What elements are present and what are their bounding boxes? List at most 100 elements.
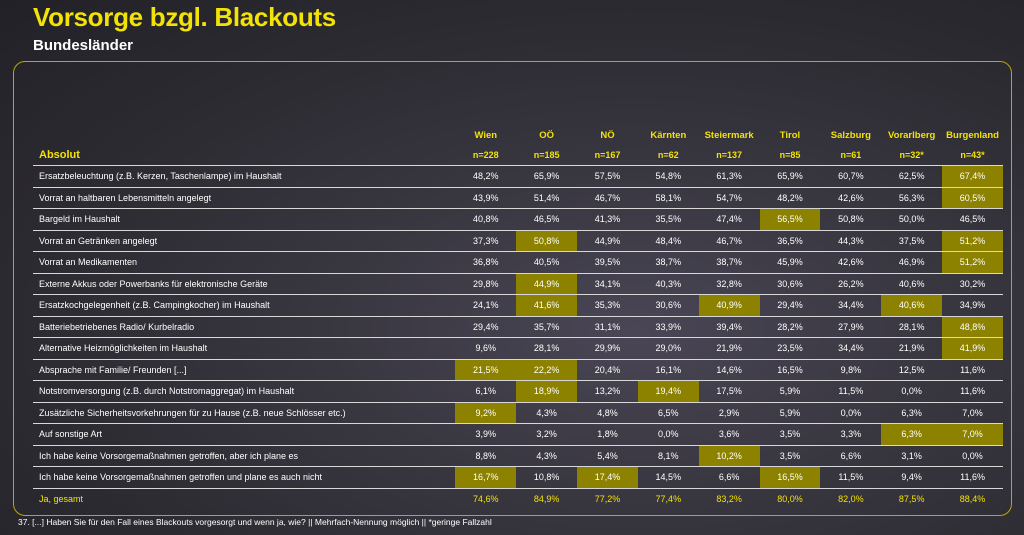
value-cell: 46,9% <box>881 251 943 274</box>
results-table: Wien OÖ NÖ Kärnten Steiermark Tirol Salz… <box>33 125 1003 509</box>
row-label: Externe Akkus oder Powerbanks für elektr… <box>33 273 456 295</box>
table-row: Absprache mit Familie/ Freunden [...] 21,… <box>33 359 1003 381</box>
value-cell: 11,6% <box>942 359 1003 381</box>
value-cell: 58,1% <box>637 187 699 209</box>
value-cell: 11,5% <box>820 380 882 403</box>
value-cell: 6,6% <box>698 466 760 489</box>
value-cell: 54,8% <box>637 165 699 188</box>
page-subtitle: Bundesländer <box>33 37 134 54</box>
value-cell: 3,1% <box>881 445 943 467</box>
value-cell: 3,5% <box>759 445 821 467</box>
value-cell: 6,1% <box>455 380 517 403</box>
value-cell: 8,8% <box>455 445 517 467</box>
sample-size-cell: n=167 <box>577 145 638 166</box>
sample-size-cell: n=228 <box>455 145 517 166</box>
row-label: Bargeld im Haushalt <box>33 208 456 231</box>
row-label: Ich habe keine Vorsorgemaßnahmen getroff… <box>33 445 456 467</box>
sample-size-cell: n=43* <box>942 145 1003 166</box>
value-cell: 10,2% <box>698 445 760 467</box>
value-cell: 5,9% <box>759 402 821 424</box>
sample-size-cell: n=185 <box>516 145 578 166</box>
value-cell: 4,3% <box>516 402 578 424</box>
value-cell: 50,8% <box>516 230 578 252</box>
value-cell: 26,2% <box>820 273 882 295</box>
value-cell: 9,8% <box>820 359 882 381</box>
value-cell: 30,6% <box>637 294 699 317</box>
row-label: Ersatzbeleuchtung (z.B. Kerzen, Taschenl… <box>33 165 456 188</box>
column-header: Salzburg <box>830 129 871 141</box>
table-row: Ersatzkochgelegenheit (z.B. Campingkoche… <box>33 294 1003 317</box>
value-cell: 44,9% <box>577 230 638 252</box>
table-row: Vorrat an Getränken angelegt 37,3% 50,8% 44… <box>33 230 1003 252</box>
row-label: Absprache mit Familie/ Freunden [...] <box>33 359 456 381</box>
table-row: Vorrat an haltbaren Lebensmitteln angele… <box>33 187 1003 209</box>
footnote: 37. [...] Haben Sie für den Fall eines B… <box>18 517 492 527</box>
value-cell: 14,5% <box>637 466 699 489</box>
table-row: Bargeld im Haushalt 40,8% 46,5% 41,3% 35,5% 4… <box>33 208 1003 231</box>
value-cell: 28,1% <box>881 316 943 338</box>
value-cell: 14,6% <box>698 359 760 381</box>
value-cell: 83,2% <box>716 493 742 504</box>
value-cell: 11,6% <box>942 380 1003 403</box>
value-cell: 33,9% <box>637 316 699 338</box>
value-cell: 46,5% <box>942 208 1003 231</box>
value-cell: 29,9% <box>577 337 638 360</box>
value-cell: 30,2% <box>942 273 1003 295</box>
value-cell: 45,9% <box>759 251 821 274</box>
value-cell: 48,8% <box>942 316 1003 338</box>
value-cell: 44,3% <box>820 230 882 252</box>
table-row: Notstromversorgung (z.B. durch Notstroma… <box>33 380 1003 403</box>
value-cell: 37,5% <box>881 230 943 252</box>
value-cell: 13,2% <box>577 380 638 403</box>
value-cell: 11,6% <box>942 466 1003 489</box>
page-title: Vorsorge bzgl. Blackouts <box>33 2 336 32</box>
value-cell: 29,4% <box>455 316 517 338</box>
row-label: Batteriebetriebenes Radio/ Kurbelradio <box>33 316 456 338</box>
value-cell: 36,8% <box>455 251 517 274</box>
value-cell: 50,0% <box>881 208 943 231</box>
value-cell: 27,9% <box>820 316 882 338</box>
table-row: Auf sonstige Art 3,9% 3,2% 1,8% 0,0% 3,6% 3,5%… <box>33 423 1003 446</box>
value-cell: 22,2% <box>516 359 578 381</box>
value-cell: 34,4% <box>820 294 882 317</box>
column-header: Kärnten <box>650 129 687 141</box>
value-cell: 21,5% <box>455 359 517 381</box>
value-cell: 40,3% <box>637 273 699 295</box>
value-cell: 51,4% <box>516 187 578 209</box>
value-cell: 40,6% <box>881 294 943 317</box>
column-header-row: Wien OÖ NÖ Kärnten Steiermark Tirol Salz… <box>33 125 1003 145</box>
row-label: Ich habe keine Vorsorgemaßnahmen getroff… <box>33 466 456 489</box>
value-cell: 21,9% <box>881 337 943 360</box>
value-cell: 16,7% <box>455 466 517 489</box>
value-cell: 38,7% <box>698 251 760 274</box>
value-cell: 60,7% <box>820 165 882 188</box>
value-cell: 57,5% <box>577 165 638 188</box>
value-cell: 16,1% <box>637 359 699 381</box>
row-label: Vorrat an haltbaren Lebensmitteln angele… <box>33 187 456 209</box>
value-cell: 31,1% <box>577 316 638 338</box>
table-row: Vorrat an Medikamenten 36,8% 40,5% 39,5% 38,… <box>33 251 1003 274</box>
value-cell: 11,5% <box>820 466 882 489</box>
value-cell: 3,6% <box>698 423 760 446</box>
value-cell: 7,0% <box>942 402 1003 424</box>
value-cell: 3,9% <box>455 423 517 446</box>
value-cell: 35,7% <box>516 316 578 338</box>
value-cell: 30,6% <box>759 273 821 295</box>
value-cell: 56,5% <box>759 208 821 231</box>
value-cell: 21,9% <box>698 337 760 360</box>
value-cell: 87,5% <box>898 493 925 504</box>
value-cell: 65,9% <box>759 165 821 188</box>
table-row: Ich habe keine Vorsorgemaßnahmen getroff… <box>33 445 1003 467</box>
sample-size-cell: n=61 <box>820 145 882 166</box>
total-row: Ja, gesamt 74,6% 84,9% 77,2% 77,4% 83,2% 80,0%… <box>33 488 1003 509</box>
value-cell: 82,0% <box>838 493 864 504</box>
value-cell: 3,3% <box>820 423 882 446</box>
value-cell: 34,4% <box>820 337 882 360</box>
value-cell: 12,5% <box>881 359 943 381</box>
column-header: Tirol <box>779 129 801 141</box>
value-cell: 41,9% <box>942 337 1003 360</box>
value-cell: 42,6% <box>820 251 882 274</box>
value-cell: 10,8% <box>516 466 578 489</box>
value-cell: 7,0% <box>942 423 1003 446</box>
value-cell: 19,4% <box>637 380 699 403</box>
